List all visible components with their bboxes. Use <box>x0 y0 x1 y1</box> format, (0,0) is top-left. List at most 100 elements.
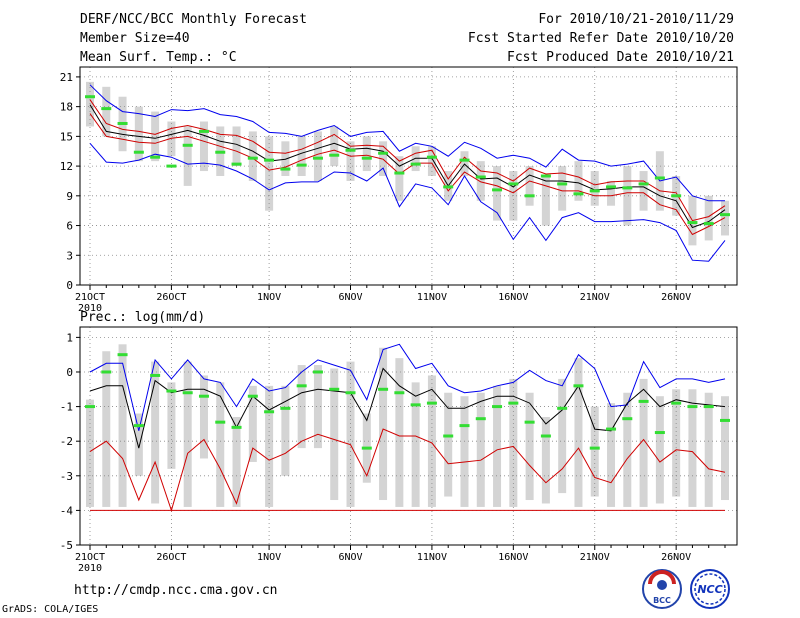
prec-box-day-8 <box>199 375 208 459</box>
temp-ytick-label: 18 <box>60 101 73 114</box>
temp-box-day-28 <box>525 166 534 206</box>
prec-box-day-40 <box>721 396 729 501</box>
temp-box-day-39 <box>704 195 713 241</box>
source-url[interactable]: http://cmdp.ncc.cma.gov.cn <box>74 583 278 598</box>
prec-box-day-11 <box>248 385 257 462</box>
prec-box-day-23 <box>444 392 453 497</box>
temp-box-day-6 <box>167 121 176 157</box>
temp-box-day-10 <box>232 126 241 167</box>
temp-box-day-2 <box>102 86 111 137</box>
temp-xtick-label: 21OCT <box>75 292 105 303</box>
temp-box-day-1 <box>86 81 94 127</box>
temp-xtick-label: 26OCT <box>156 292 186 303</box>
prec-box-day-12 <box>265 385 274 507</box>
prec-xtick-label: 6NOV <box>338 552 362 563</box>
prec-year-label: 2010 <box>78 563 102 574</box>
prec-box-day-38 <box>688 389 697 507</box>
temp-ytick-label: 0 <box>66 279 73 292</box>
prec-xtick-label: 16NOV <box>498 552 528 563</box>
bcc-ncc-logos: BCC NCC <box>642 569 730 609</box>
prec-xtick-label: 21OCT <box>75 552 105 563</box>
bcc-logo: BCC <box>642 569 682 609</box>
temp-ytick-label: 15 <box>60 130 73 143</box>
temp-box-day-15 <box>313 131 322 181</box>
ncc-logo-text: NCC <box>697 583 722 596</box>
prec-box-day-37 <box>672 389 681 497</box>
temp-box-day-5 <box>151 111 160 162</box>
temp-box-day-14 <box>297 136 306 176</box>
ncc-logo: NCC <box>690 569 730 609</box>
prec-box-day-27 <box>509 378 518 507</box>
prec-box-day-14 <box>297 365 306 449</box>
prec-box-day-24 <box>460 396 469 507</box>
prec-xtick-label: 1NOV <box>257 552 281 563</box>
temp-ytick-label: 3 <box>66 249 73 262</box>
prec-ytick-label: 1 <box>66 331 73 344</box>
temp-box-day-12 <box>265 136 274 211</box>
prec-box-day-31 <box>574 358 583 507</box>
prec-ytick-label: -3 <box>60 470 73 483</box>
temp-box-day-11 <box>248 131 257 181</box>
bcc-logo-text: BCC <box>653 596 671 605</box>
prec-box-day-15 <box>313 365 322 449</box>
prec-panel: -5 -4 -3 -2 -1 0 1 21OCT 26OCT 1NOV 6NOV 11NOV 16NOV… <box>60 326 738 574</box>
prec-xtick-label: 21NOV <box>580 552 610 563</box>
temp-box-day-16 <box>330 126 339 167</box>
prec-series-lower <box>89 428 726 513</box>
prec-box-day-19 <box>379 347 388 501</box>
temp-box-day-13 <box>281 141 290 176</box>
temp-xtick-label: 1NOV <box>257 292 281 303</box>
prec-box-day-2 <box>102 351 111 507</box>
prec-box-day-22 <box>427 375 436 507</box>
temp-series-upper <box>89 99 726 222</box>
temp-panel-label: Mean Surf. Temp.: °C <box>80 50 237 65</box>
temp-box-day-33 <box>607 180 616 206</box>
prec-xtick-label: 11NOV <box>417 552 447 563</box>
prec-box-day-35 <box>639 378 648 507</box>
prec-box-day-39 <box>704 392 713 507</box>
temp-box-day-4 <box>134 106 143 162</box>
temp-series-min <box>89 142 726 262</box>
temp-box-day-32 <box>590 171 599 206</box>
temp-xtick-label: 16NOV <box>498 292 528 303</box>
forecast-started-date: Fcst Started Refer Date 2010/10/20 <box>467 31 734 46</box>
temp-frame <box>79 66 738 286</box>
prec-box-day-20 <box>395 358 404 507</box>
prec-box-day-4 <box>134 413 143 476</box>
temp-xtick-label: 21NOV <box>580 292 610 303</box>
temp-box-day-8 <box>199 121 208 172</box>
prec-ytick-label: 0 <box>66 366 73 379</box>
prec-box-day-7 <box>183 361 192 507</box>
prec-ytick-label: -2 <box>60 435 73 448</box>
prec-panel-label: Prec.: log(mm/d) <box>80 310 206 325</box>
temp-box-day-34 <box>623 166 632 226</box>
temp-box-day-17 <box>346 141 355 181</box>
prec-box-day-17 <box>346 361 355 507</box>
temp-box-day-19 <box>379 141 388 176</box>
member-size: Member Size=40 <box>80 31 190 46</box>
prec-ytick-label: -5 <box>60 539 73 552</box>
temp-ytick-label: 9 <box>66 190 73 203</box>
prec-series-median <box>89 367 726 449</box>
temp-xtick-label: 11NOV <box>417 292 447 303</box>
temp-box-day-7 <box>183 126 192 186</box>
temp-year-label: 2010 <box>78 303 102 314</box>
temp-box-day-31 <box>574 161 583 201</box>
prec-box-day-13 <box>281 385 290 476</box>
temp-box-day-26 <box>493 166 502 221</box>
prec-box-day-10 <box>232 416 241 507</box>
grads-credit: GrADS: COLA/IGES <box>2 604 99 615</box>
prec-xtick-label: 26NOV <box>661 552 691 563</box>
prec-box-day-9 <box>216 382 225 507</box>
prec-box-day-36 <box>655 396 664 504</box>
prec-box-day-6 <box>167 382 176 469</box>
temp-box-day-30 <box>558 166 567 211</box>
temp-box-day-22 <box>427 146 436 176</box>
prec-box-day-29 <box>541 416 550 504</box>
prec-box-day-25 <box>476 392 485 507</box>
prec-box-day-1 <box>86 399 94 507</box>
chart-title: DERF/NCC/BCC Monthly Forecast <box>80 12 307 27</box>
temp-xtick-label: 26NOV <box>661 292 691 303</box>
prec-box-day-3 <box>118 344 127 507</box>
